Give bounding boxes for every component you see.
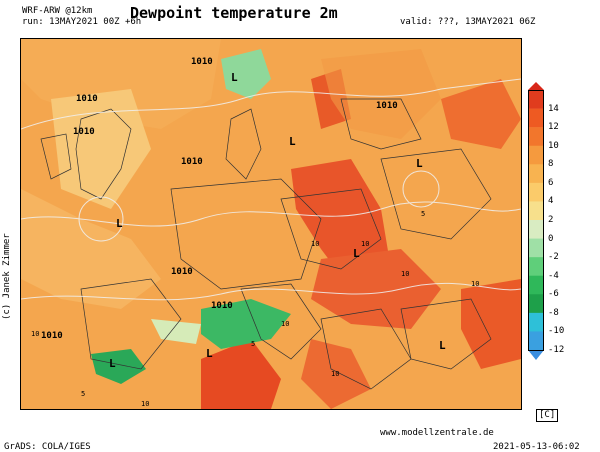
contour-label: 5 bbox=[251, 340, 256, 348]
contour-label: 10 bbox=[361, 240, 370, 248]
legend-bottom-arrow bbox=[528, 350, 544, 360]
low-pressure-marker: L bbox=[116, 217, 123, 230]
isobar-label: 1010 bbox=[76, 94, 98, 104]
legend-tick-label: -12 bbox=[548, 345, 565, 355]
legend-tick-label: 10 bbox=[548, 140, 559, 151]
low-pressure-marker: L bbox=[109, 357, 116, 370]
contour-label: 10 bbox=[471, 280, 480, 288]
contour-label: 10 bbox=[331, 370, 340, 378]
legend-tick-label: 14 bbox=[548, 103, 559, 114]
timestamp-label: 2021-05-13-06:02 bbox=[493, 442, 580, 452]
legend-tick-label: -2 bbox=[548, 252, 559, 263]
legend-band bbox=[528, 201, 544, 221]
contour-label: 10 bbox=[31, 330, 40, 338]
legend-tick-label: -10 bbox=[548, 326, 565, 337]
unit-label: [C] bbox=[536, 409, 559, 422]
legend-band bbox=[528, 294, 544, 314]
valid-label: valid: ???, 13MAY2021 06Z bbox=[400, 17, 536, 27]
legend-tick-label: -8 bbox=[548, 307, 559, 318]
legend-band bbox=[528, 220, 544, 239]
legend-band bbox=[528, 164, 544, 184]
contour-label: 5 bbox=[81, 390, 86, 398]
legend-band bbox=[528, 182, 544, 202]
legend-tick-label: 12 bbox=[548, 122, 559, 133]
legend-band bbox=[528, 257, 544, 277]
isobar-label: 1010 bbox=[191, 57, 213, 67]
isobar-label: 1010 bbox=[171, 267, 193, 277]
low-pressure-marker: L bbox=[353, 247, 360, 260]
legend-tick-label: 4 bbox=[548, 196, 554, 207]
weather-map: 1010 1010 1010 1010 1010 1010 1010 1010 … bbox=[20, 38, 522, 410]
model-label: WRF-ARW @12km bbox=[22, 6, 93, 16]
author-credit: (c) Janek Zimmer bbox=[2, 233, 12, 320]
low-pressure-marker: L bbox=[289, 135, 296, 148]
legend-band bbox=[528, 145, 544, 165]
map-title: Dewpoint temperature 2m bbox=[130, 4, 338, 22]
contour-label: 5 bbox=[421, 210, 426, 218]
legend-band bbox=[528, 108, 544, 128]
dewpoint-field bbox=[21, 39, 521, 409]
legend-top-arrow bbox=[528, 82, 544, 90]
legend-band bbox=[528, 331, 544, 351]
run-label: run: 13MAY2021 00Z +6h bbox=[22, 17, 142, 27]
legend-band bbox=[528, 127, 544, 147]
isobar-label: 1010 bbox=[211, 301, 233, 311]
website-label: www.modellzentrale.de bbox=[380, 428, 494, 438]
contour-label: 10 bbox=[281, 320, 290, 328]
legend-band bbox=[528, 238, 544, 258]
low-pressure-marker: L bbox=[206, 347, 213, 360]
isobar-label: 1010 bbox=[41, 331, 63, 341]
legend-tick-label: 6 bbox=[548, 177, 554, 188]
isobar-label: 1010 bbox=[73, 127, 95, 137]
contour-label: 10 bbox=[141, 400, 150, 408]
legend-band bbox=[528, 312, 544, 332]
legend-tick-label: -6 bbox=[548, 289, 559, 300]
isobar-label: 1010 bbox=[181, 157, 203, 167]
color-legend bbox=[528, 82, 544, 360]
legend-tick-label: 2 bbox=[548, 215, 554, 225]
contour-label: 10 bbox=[311, 240, 320, 248]
legend-tick-label: 0 bbox=[548, 233, 554, 244]
legend-band bbox=[528, 275, 544, 295]
legend-tick-label: 8 bbox=[548, 159, 554, 170]
legend-band bbox=[528, 90, 544, 109]
contour-label: 10 bbox=[401, 270, 410, 278]
isobar-label: 1010 bbox=[376, 101, 398, 111]
low-pressure-marker: L bbox=[439, 339, 446, 352]
legend-tick-label: -4 bbox=[548, 270, 559, 281]
grads-label: GrADS: COLA/IGES bbox=[4, 442, 91, 452]
low-pressure-marker: L bbox=[416, 157, 423, 170]
low-pressure-marker: L bbox=[231, 71, 238, 84]
